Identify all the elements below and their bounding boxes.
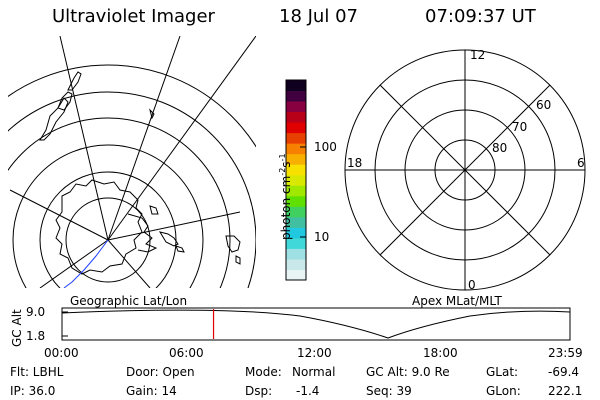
meridian [59,36,109,241]
colorbar-band [286,248,306,260]
meridian [107,36,256,241]
mode-value: Normal [292,365,336,379]
meridian [107,36,181,241]
meridian [107,211,241,241]
altitude-axis-label: GC Alt [10,309,24,347]
ip-value: IP: 36.0 [10,384,56,398]
apex-label: Apex MLat/MLT [412,294,502,308]
glon-label: GLon: [486,384,521,398]
colorbar-band [286,185,306,197]
colorbar-band [286,227,306,239]
time-tick-1800: 18:00 [423,346,458,360]
mlat-label-70: 70 [512,120,528,134]
coastline [149,205,159,215]
colorbar-band [286,195,306,207]
coastline [39,97,69,141]
mlt-label-12: 12 [470,48,486,62]
instrument-title: Ultraviolet Imager [52,6,215,27]
lat-circle [8,64,256,148]
coastline [127,213,158,253]
colorbar-band [286,122,306,134]
lat-circle [8,91,256,288]
door-value: Door: Open [126,365,195,379]
colorbar-band [286,164,306,176]
gain-value: Gain: 14 [126,384,177,398]
mlat-label-60: 60 [536,98,552,112]
time-tick-2359: 23:59 [548,346,583,360]
colorbar-band [286,90,306,102]
altitude-tick-low: 1.8 [26,329,46,343]
mlt-line-diag [379,84,551,256]
colorbar-band [286,216,306,228]
colorbar-band [286,237,306,249]
lat-circle [39,171,177,288]
orbit-track [63,239,109,288]
lat-circle [8,117,231,288]
meridian [39,239,109,288]
mlt-label-0: 0 [468,278,476,292]
coastline [175,245,185,253]
coastline [57,91,73,111]
coastline [158,231,179,247]
colorbar-band [286,143,306,155]
altitude-curve [61,309,571,339]
colorbar-band [286,174,306,186]
colorbar-band [286,206,306,218]
gcalt-value: GC Alt: 9.0 Re [366,365,450,379]
colorbar-tick-10: 10 [314,230,330,244]
mlat-label-80: 80 [492,141,508,155]
glat-label: GLat: [486,365,519,379]
colorbar-band [286,101,306,113]
time-label: 07:09:37 UT [425,6,536,27]
glon-value: 222.1 [548,384,583,398]
coastline [235,255,241,265]
seq-value: Seq: 39 [366,384,412,398]
coastline [149,108,155,120]
mlt-label-6: 6 [577,156,585,170]
geographic-label: Geographic Lat/Lon [70,294,188,308]
colorbar-band [286,269,306,281]
colorbar-band [286,258,306,270]
time-tick-1200: 12:00 [297,346,332,360]
colorbar-band [286,132,306,144]
mode-label: Mode: [245,365,282,379]
colorbar-band [286,80,306,92]
coastline [225,235,241,253]
colorbar-band [286,111,306,123]
date-label: 18 Jul 07 [279,6,358,27]
glat-value: -69.4 [548,365,580,379]
lat-circle [12,144,204,288]
coastline [67,71,82,91]
dsp-value: -1.4 [296,384,320,398]
colorbar-tick-100: 100 [314,140,337,154]
altitude-tick-high: 9.0 [26,305,46,319]
time-tick-0600: 06:00 [169,346,204,360]
mlt-label-18: 18 [347,156,363,170]
dsp-label: Dsp: [245,384,273,398]
coastline [55,179,143,275]
time-tick-0000: 00:00 [44,346,79,360]
meridian [107,239,151,288]
flt-value: Flt: LBHL [10,365,64,379]
colorbar-band [286,153,306,165]
meridian [9,189,109,241]
